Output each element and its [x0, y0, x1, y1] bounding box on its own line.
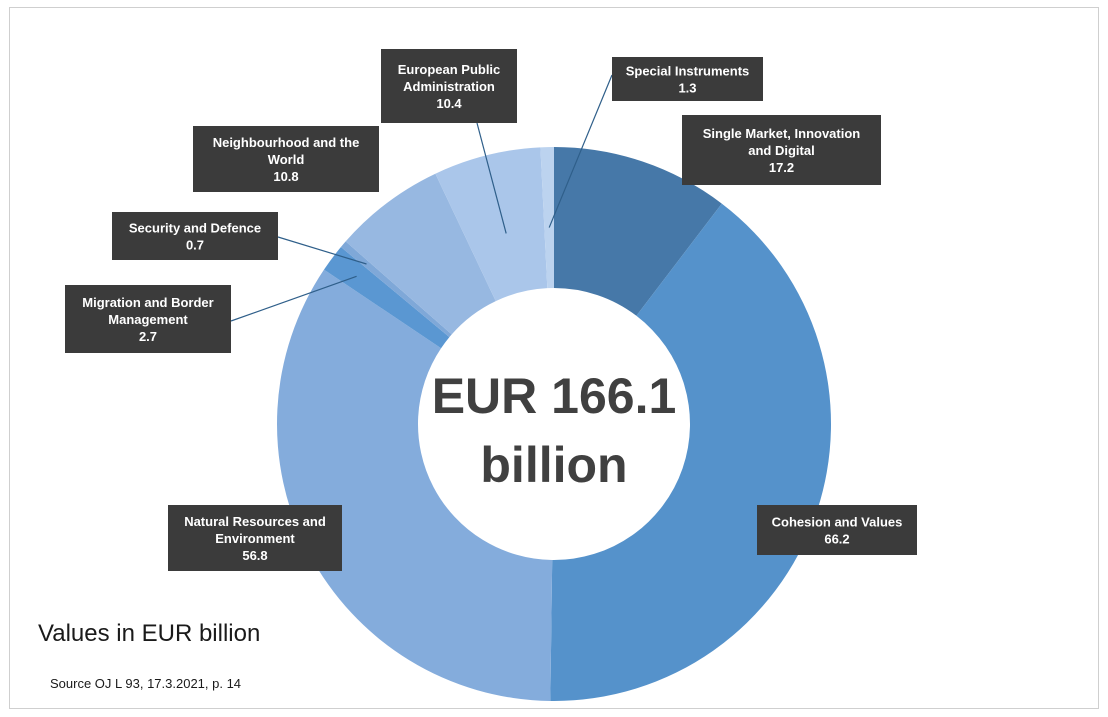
label-box: [112, 212, 278, 260]
label-european-public-administration: European Public Administration 10.4: [381, 49, 517, 123]
slice-migration-and-border-management: [323, 246, 450, 349]
slice-category-label: Administration: [403, 79, 495, 94]
values-unit-caption: Values in EUR billion: [38, 620, 260, 647]
slice-value-label: 10.8: [273, 169, 298, 184]
slice-category-label: Migration and Border: [82, 295, 213, 310]
slice-category-label: Neighbourhood and the: [213, 135, 360, 150]
slice-value-label: 56.8: [242, 548, 267, 563]
label-box: [193, 126, 379, 192]
source-note: Source OJ L 93, 17.3.2021, p. 14: [50, 676, 241, 691]
label-migration-and-border-management: Migration and Border Management 2.7: [65, 285, 231, 353]
center-total-line2: billion: [480, 437, 627, 493]
label-neighbourhood-and-the-world: Neighbourhood and the World 10.8: [193, 126, 379, 192]
slice-category-label: Natural Resources and: [184, 514, 326, 529]
slice-cohesion-and-values: [550, 203, 831, 701]
slice-category-label: Security and Defence: [129, 221, 261, 236]
slice-category-label: Cohesion and Values: [772, 515, 903, 530]
label-special-instruments: Special Instruments 1.3: [612, 57, 763, 101]
slice-special-instruments: [540, 147, 554, 289]
slice-value-label: 66.2: [824, 532, 849, 547]
leader-security-and-defence: [277, 236, 367, 265]
label-box: [381, 49, 517, 123]
label-security-and-defence: Security and Defence 0.7: [112, 212, 278, 260]
donut-slices: [277, 147, 831, 701]
slice-category-label: and Digital: [748, 143, 814, 158]
slice-security-and-defence: [340, 241, 452, 338]
slice-value-label: 1.3: [678, 81, 696, 96]
label-box: [612, 57, 763, 101]
slice-category-label: Special Instruments: [626, 64, 750, 79]
leader-migration-and-border-management: [230, 275, 357, 322]
leader-european-public-administration: [476, 122, 507, 234]
slice-category-label: European Public: [398, 62, 501, 77]
label-box: [65, 285, 231, 353]
slice-labels: Single Market, Innovation and Digital 17.2…: [65, 49, 917, 571]
slice-value-label: 2.7: [139, 329, 157, 344]
center-total-line1: EUR 166.1: [432, 368, 677, 424]
label-box: [168, 505, 342, 571]
slice-single-market-innovation-and-digital: [554, 147, 722, 316]
label-cohesion-and-values: Cohesion and Values 66.2: [757, 505, 917, 555]
slice-value-label: 17.2: [769, 160, 794, 175]
slice-value-label: 0.7: [186, 238, 204, 253]
slice-category-label: Management: [108, 312, 188, 327]
slice-european-public-administration: [435, 147, 548, 302]
slice-value-label: 10.4: [436, 96, 462, 111]
slice-category-label: Environment: [215, 531, 295, 546]
label-box: [682, 115, 881, 185]
slice-category-label: Single Market, Innovation: [703, 126, 861, 141]
leader-special-instruments: [548, 74, 613, 228]
label-natural-resources-and-environment: Natural Resources and Environment 56.8: [168, 505, 342, 571]
label-box: [757, 505, 917, 555]
slice-neighbourhood-and-the-world: [345, 173, 496, 335]
slice-natural-resources-and-environment: [277, 269, 553, 701]
label-single-market-innovation-and-digital: Single Market, Innovation and Digital 17.2: [682, 115, 881, 185]
slice-category-label: World: [268, 152, 305, 167]
leader-lines: [230, 74, 613, 322]
